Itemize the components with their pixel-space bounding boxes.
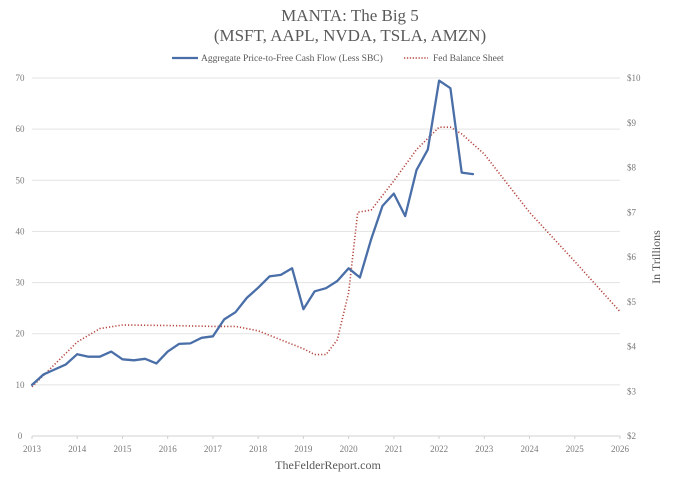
- y-axis-right-label: In Trillions: [649, 230, 663, 284]
- legend: Aggregate Price-to-Free Cash Flow (Less …: [172, 53, 504, 64]
- x-axis: 2013 2014 2015 2016 2017 2018 2019 2020 2021 2022…: [23, 436, 630, 454]
- legend-label-fed: Fed Balance Sheet: [433, 54, 504, 64]
- x-tick-label: 2013: [23, 444, 42, 454]
- y-left-tick-label: 40: [16, 226, 26, 236]
- y-right-tick-label: $4: [627, 342, 637, 352]
- y-left-tick-label: 10: [16, 380, 26, 390]
- x-tick-label: 2025: [566, 444, 585, 454]
- x-tick-label: 2015: [113, 444, 132, 454]
- series-line-price-to-fcf: [30, 79, 475, 387]
- chart-title: MANTA: The Big 5: [281, 6, 419, 25]
- x-tick-label: 2018: [249, 444, 268, 454]
- gridlines: [32, 77, 620, 437]
- series-line-fed-balance-sheet: [31, 126, 621, 388]
- y-right-tick-label: $8: [627, 163, 637, 173]
- legend-label-pfcf: Aggregate Price-to-Free Cash Flow (Less …: [201, 53, 383, 64]
- source-credit: TheFelderReport.com: [275, 458, 381, 472]
- y-left-tick-label: 60: [16, 124, 26, 134]
- y-left-tick-label: 50: [16, 175, 26, 185]
- x-tick-label: 2021: [385, 444, 403, 454]
- x-tick-label: 2019: [294, 444, 313, 454]
- x-tick-label: 2016: [159, 444, 178, 454]
- y-axis-right: $2 $3 $4 $5 $6 $7 $8 $9 $10: [627, 73, 641, 441]
- y-left-tick-label: 20: [16, 329, 26, 339]
- y-right-tick-label: $3: [627, 386, 637, 396]
- y-right-tick-label: $5: [627, 297, 637, 307]
- x-tick-label: 2023: [475, 444, 494, 454]
- y-right-tick-label: $2: [627, 431, 636, 441]
- series-layer: [30, 79, 621, 388]
- y-left-tick-label: 70: [16, 73, 26, 83]
- y-right-tick-label: $10: [627, 73, 641, 83]
- y-right-tick-label: $9: [627, 118, 637, 128]
- x-tick-label: 2014: [68, 444, 87, 454]
- x-tick-label: 2024: [521, 444, 540, 454]
- y-axis-left: 0 10 20 30 40 50 60 70: [16, 73, 26, 441]
- y-left-tick-label: 30: [16, 278, 26, 288]
- y-right-tick-label: $6: [627, 252, 637, 262]
- x-tick-label: 2020: [340, 444, 359, 454]
- x-tick-label: 2017: [204, 444, 223, 454]
- chart-subtitle: (MSFT, AAPL, NVDA, TSLA, AMZN): [214, 26, 486, 45]
- x-tick-label: 2026: [611, 444, 630, 454]
- x-tick-label: 2022: [430, 444, 448, 454]
- y-left-tick-label: 0: [18, 431, 23, 441]
- y-right-tick-label: $7: [627, 207, 637, 217]
